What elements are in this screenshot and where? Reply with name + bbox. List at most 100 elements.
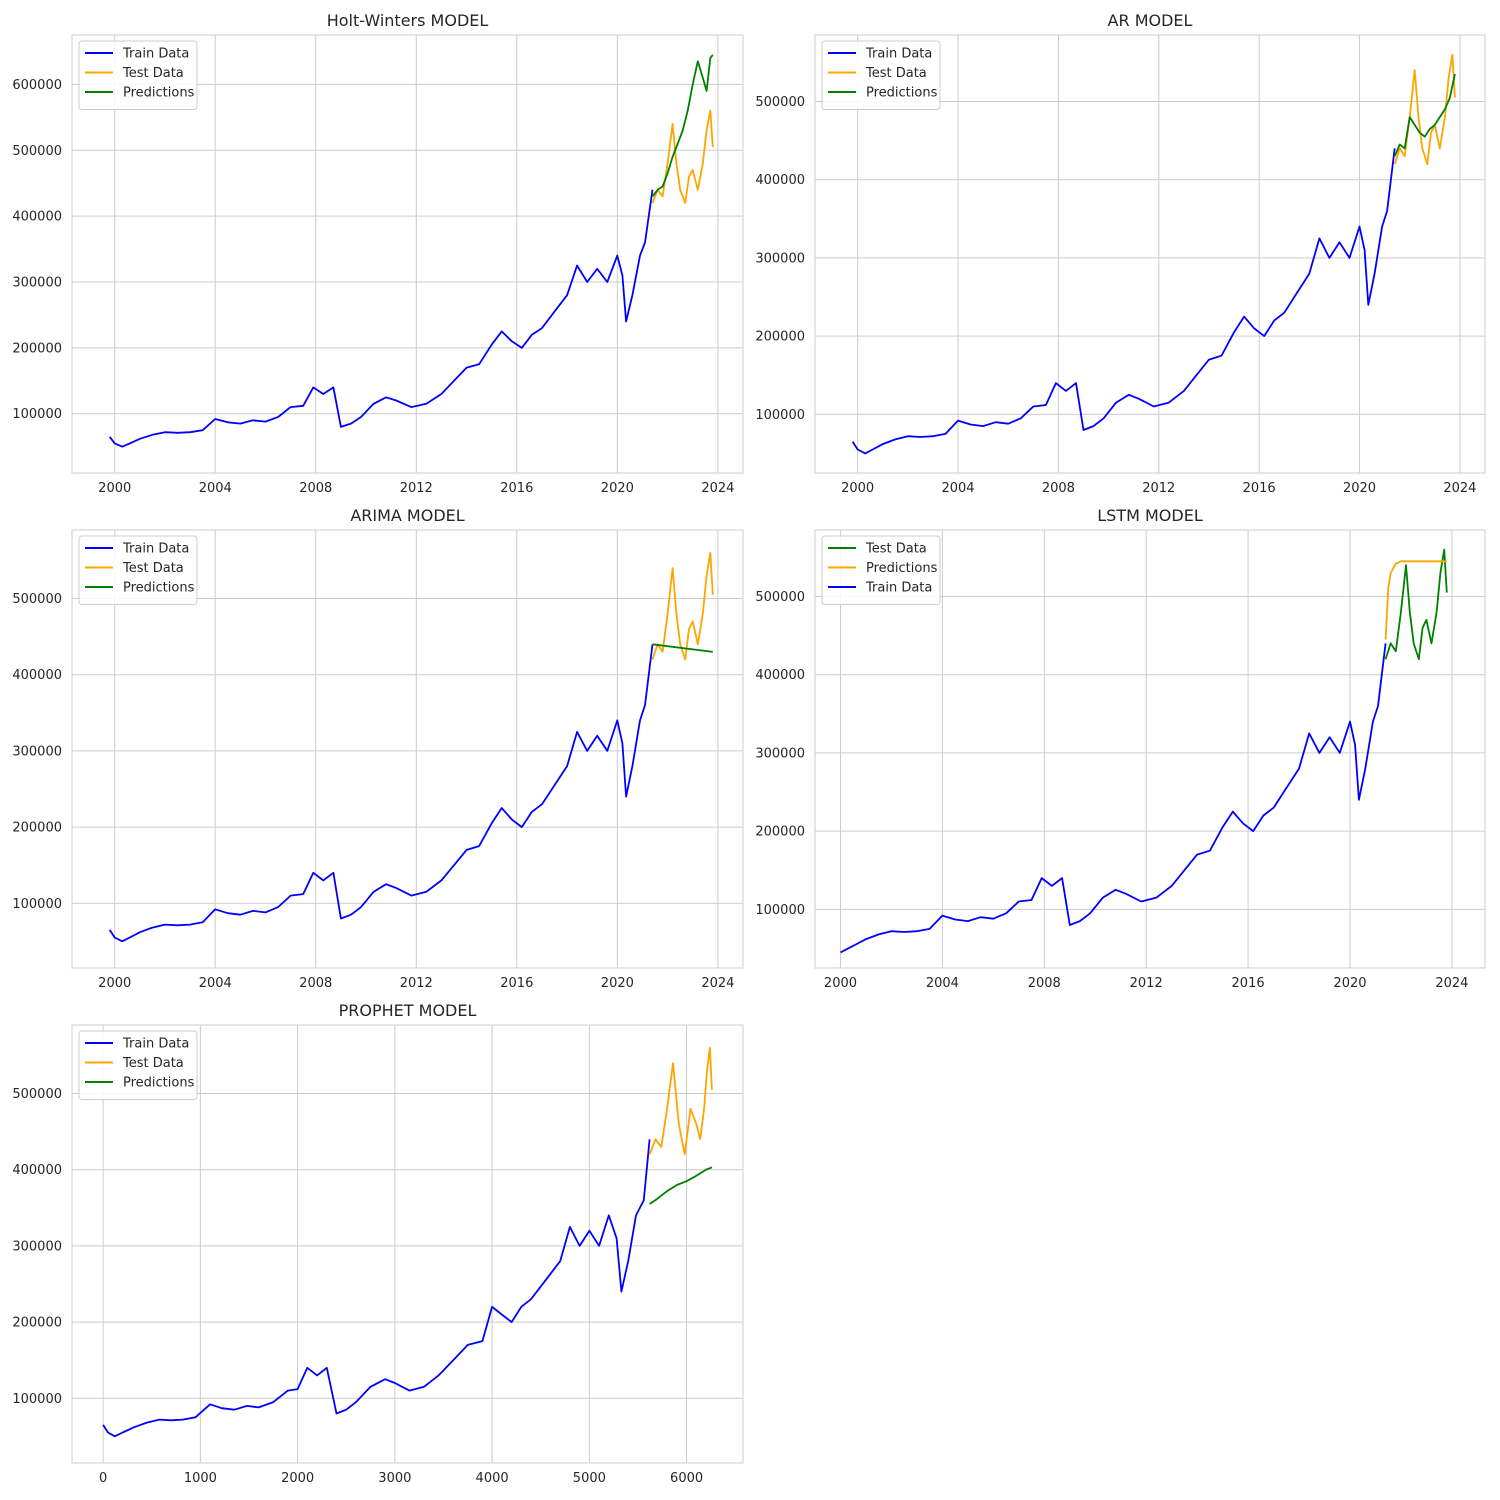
- chart-prophet: 0 1000 2000 3000 4000 5000 6000 100000 200000 300…: [12, 1001, 744, 1486]
- x-tick-label: 2020: [1343, 481, 1376, 496]
- series-line-train-data: [108, 189, 654, 448]
- x-tick-label: 2024: [1435, 976, 1468, 991]
- series-line-test-data: [651, 552, 714, 661]
- x-tick-label: 2008: [1028, 976, 1061, 991]
- series-line-predictions: [1384, 560, 1447, 640]
- y-tick-label: 300000: [12, 1239, 62, 1254]
- x-tick-label: 2020: [601, 481, 634, 496]
- x-tick-label: 2004: [941, 481, 974, 496]
- x-tick-label: 2012: [400, 481, 433, 496]
- y-tick-label: 200000: [12, 1316, 62, 1331]
- legend-label: Train Data: [122, 47, 189, 62]
- y-tick-label: 300000: [12, 744, 62, 759]
- legend-label: Test Data: [122, 1056, 184, 1071]
- x-tick-label: 2000: [98, 481, 131, 496]
- y-tick-label: 500000: [12, 592, 62, 607]
- x-tick-label: 2024: [701, 481, 734, 496]
- axes-frame: [71, 34, 744, 474]
- legend: Train Data Test Data Predictions: [821, 40, 941, 110]
- x-tick-label: 0: [99, 1471, 107, 1486]
- x-tick-label: 2024: [701, 976, 734, 991]
- series-line-test-data: [1384, 548, 1448, 660]
- x-tick-label: 1000: [184, 1471, 217, 1486]
- x-tick-label: 2012: [1130, 976, 1163, 991]
- legend-label: Train Data: [122, 542, 189, 557]
- x-tick-label: 6000: [670, 1471, 703, 1486]
- legend-label: Test Data: [122, 561, 184, 576]
- x-tick-label: 2016: [500, 481, 533, 496]
- x-tick-label: 5000: [573, 1471, 606, 1486]
- x-tick-label: 2004: [926, 976, 959, 991]
- x-tick-label: 3000: [378, 1471, 411, 1486]
- legend-label: Train Data: [865, 47, 932, 62]
- x-tick-label: 2000: [98, 976, 131, 991]
- chart-ar: 2000 2004 2008 2012 2016 2020 2024 100000 200000…: [755, 11, 1486, 496]
- legend-label: Predictions: [866, 86, 938, 101]
- y-tick-label: 100000: [12, 897, 62, 912]
- x-tick-label: 2012: [1142, 481, 1175, 496]
- chart-title: PROPHET MODEL: [339, 1001, 477, 1020]
- y-tick-label: 600000: [12, 78, 62, 93]
- y-tick-label: 400000: [12, 1163, 62, 1178]
- chart-title: LSTM MODEL: [1097, 506, 1203, 525]
- series-line-predictions: [652, 643, 713, 653]
- x-tick-label: 2008: [1042, 481, 1075, 496]
- y-tick-label: 100000: [12, 407, 62, 422]
- y-tick-label: 100000: [755, 903, 805, 918]
- legend: Train Data Test Data Predictions: [78, 40, 198, 110]
- y-tick-label: 200000: [12, 341, 62, 356]
- y-tick-label: 500000: [12, 1087, 62, 1102]
- x-tick-label: 2024: [1443, 481, 1476, 496]
- series-line-predictions: [1393, 73, 1456, 157]
- x-tick-label: 2020: [1333, 976, 1366, 991]
- chart-lstm: 2000 2004 2008 2012 2016 2020 2024 100000 200000…: [755, 506, 1486, 991]
- series-line-test-data: [651, 109, 714, 204]
- x-tick-label: 2020: [601, 976, 634, 991]
- legend-label: Predictions: [123, 86, 195, 101]
- series-line-test-data: [648, 1047, 713, 1156]
- legend-label: Test Data: [865, 542, 927, 557]
- x-tick-label: 2016: [1243, 481, 1276, 496]
- legend-label: Test Data: [122, 66, 184, 81]
- y-tick-label: 200000: [12, 821, 62, 836]
- y-tick-label: 500000: [12, 144, 62, 159]
- y-tick-label: 400000: [755, 668, 805, 683]
- series-line-train-data: [851, 148, 1396, 455]
- legend-label: Predictions: [123, 581, 195, 596]
- legend-label: Test Data: [865, 66, 927, 81]
- y-tick-label: 100000: [755, 408, 805, 423]
- legend-label: Train Data: [122, 1037, 189, 1052]
- y-tick-label: 400000: [755, 173, 805, 188]
- y-tick-label: 300000: [755, 251, 805, 266]
- x-tick-label: 2004: [199, 976, 232, 991]
- y-tick-label: 300000: [755, 746, 805, 761]
- x-tick-label: 2000: [841, 481, 874, 496]
- x-tick-label: 2008: [299, 976, 332, 991]
- y-tick-label: 500000: [755, 95, 805, 110]
- x-tick-label: 2012: [400, 976, 433, 991]
- chart-title: AR MODEL: [1108, 11, 1193, 30]
- axes-frame: [814, 529, 1486, 969]
- y-tick-label: 100000: [12, 1392, 62, 1407]
- x-tick-label: 2000: [824, 976, 857, 991]
- chart-hw: 2000 2004 2008 2012 2016 2020 2024 100000 200000…: [12, 11, 744, 496]
- legend: Train Data Test Data Predictions: [78, 1030, 198, 1100]
- y-tick-label: 200000: [755, 330, 805, 345]
- x-tick-label: 2000: [281, 1471, 314, 1486]
- legend: Test Data Predictions Train Data: [821, 535, 941, 605]
- series-line-predictions: [651, 54, 714, 197]
- y-tick-label: 500000: [755, 590, 805, 605]
- series-line-predictions: [649, 1166, 713, 1205]
- x-tick-label: 2016: [1232, 976, 1265, 991]
- x-tick-label: 2008: [299, 481, 332, 496]
- y-tick-label: 400000: [12, 210, 62, 225]
- legend-label: Predictions: [123, 1076, 195, 1091]
- chart-arima: 2000 2004 2008 2012 2016 2020 2024 100000 200000…: [12, 506, 744, 991]
- y-tick-label: 200000: [755, 825, 805, 840]
- chart-title: ARIMA MODEL: [350, 506, 464, 525]
- y-tick-label: 300000: [12, 275, 62, 290]
- axes-frame: [71, 529, 744, 969]
- legend-label: Predictions: [866, 561, 938, 576]
- x-tick-label: 4000: [476, 1471, 509, 1486]
